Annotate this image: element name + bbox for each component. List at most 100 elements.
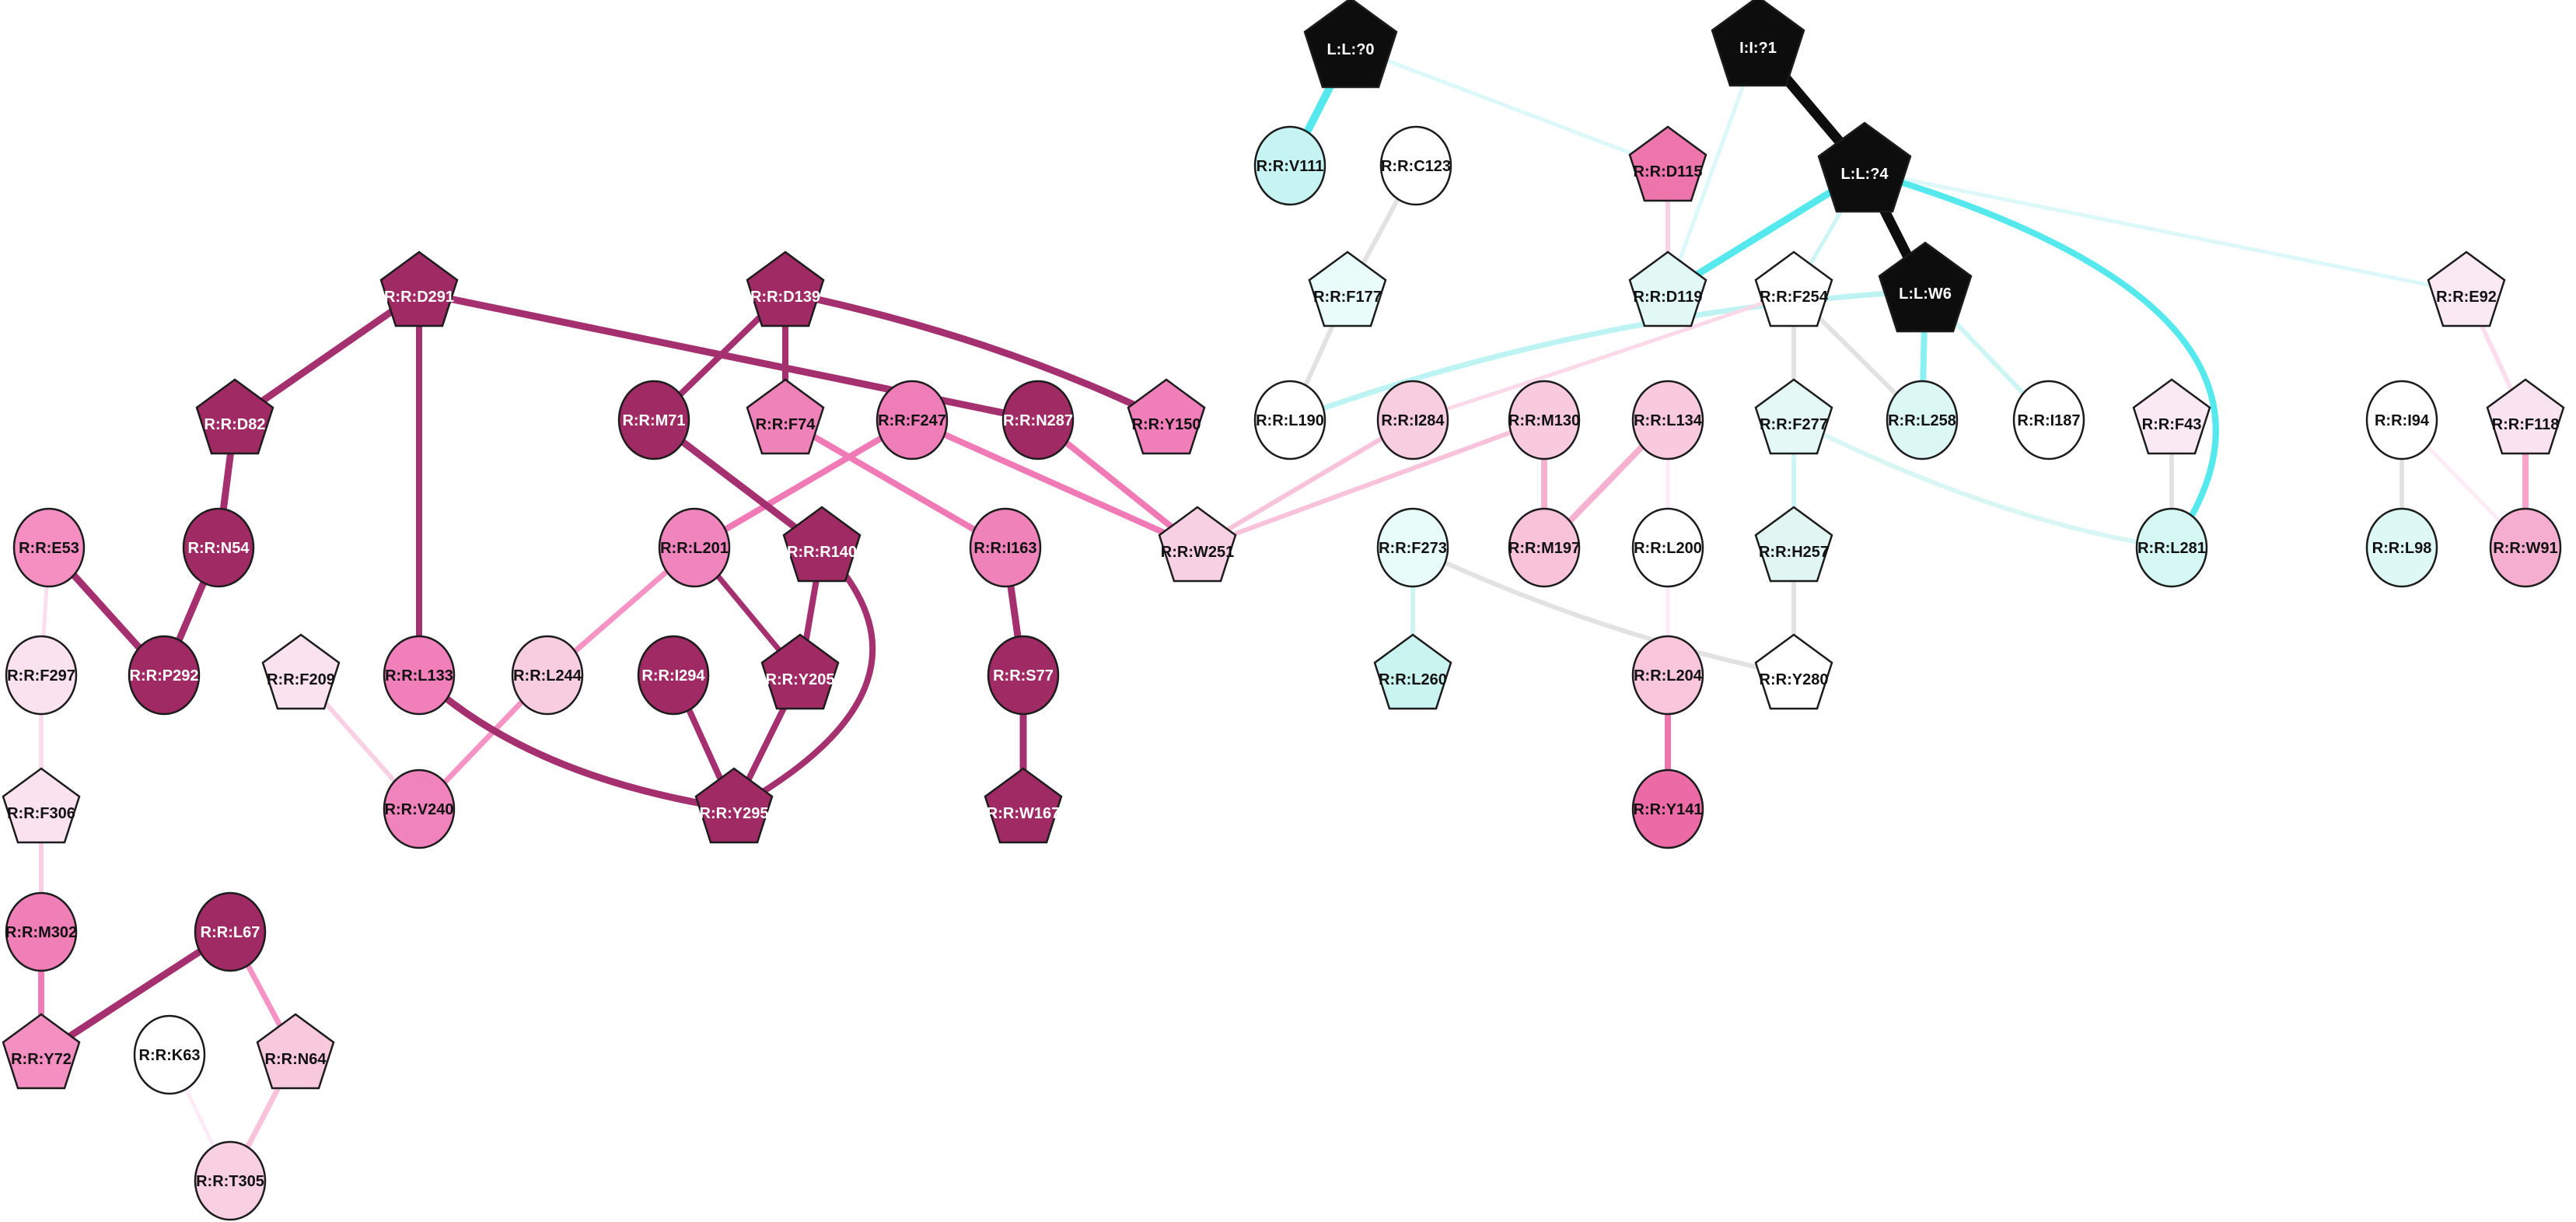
node-R:R:D291[interactable]: R:R:D291 xyxy=(379,250,459,327)
node-R:R:I187[interactable]: R:R:I187 xyxy=(2012,380,2085,460)
node-R:R:L260[interactable]: R:R:L260 xyxy=(1373,633,1452,710)
node-R:R:F306[interactable]: R:R:F306 xyxy=(2,767,81,844)
node-R:R:L281[interactable]: R:R:L281 xyxy=(2135,507,2208,588)
node-R:R:Y141[interactable]: R:R:Y141 xyxy=(1631,769,1704,849)
node-R:R:W167[interactable]: R:R:W167 xyxy=(984,767,1063,844)
pentagon-shape xyxy=(1373,633,1452,710)
node-R:R:F277[interactable]: R:R:F277 xyxy=(1754,378,1833,455)
circle-shape xyxy=(2135,507,2208,588)
edge-R:R:F254--R:R:I284 xyxy=(1410,290,1796,422)
node-R:R:L204[interactable]: R:R:L204 xyxy=(1631,635,1704,716)
node-L:L:W6[interactable]: L:L:W6 xyxy=(1878,241,1973,333)
node-R:R:F254[interactable]: R:R:F254 xyxy=(1754,250,1833,327)
node-R:R:D119[interactable]: R:R:D119 xyxy=(1628,250,1707,327)
circle-shape xyxy=(658,507,731,588)
node-R:R:N287[interactable]: R:R:N287 xyxy=(1001,380,1075,460)
node-R:R:E92[interactable]: R:R:E92 xyxy=(2427,250,2506,327)
pentagon-shape xyxy=(746,250,825,327)
node-R:R:R140[interactable]: R:R:R140 xyxy=(782,506,862,583)
node-R:R:F177[interactable]: R:R:F177 xyxy=(1308,250,1387,327)
node-R:R:M302[interactable]: R:R:M302 xyxy=(5,891,78,972)
node-R:R:L258[interactable]: R:R:L258 xyxy=(1886,380,1959,460)
node-R:R:F247[interactable]: R:R:F247 xyxy=(876,380,949,460)
pentagon-shape xyxy=(256,1013,335,1090)
circle-shape xyxy=(128,635,201,716)
pentagon-shape xyxy=(1308,250,1387,327)
pentagon-shape xyxy=(261,633,341,710)
pentagon-shape xyxy=(2,767,81,844)
edge-R:R:F277--R:R:L281 xyxy=(1791,418,2174,550)
node-R:R:L134[interactable]: R:R:L134 xyxy=(1631,380,1704,460)
node-R:R:L190[interactable]: R:R:L190 xyxy=(1253,380,1326,460)
node-R:R:F273[interactable]: R:R:F273 xyxy=(1376,507,1449,588)
node-R:R:W251[interactable]: R:R:W251 xyxy=(1158,506,1237,583)
node-R:R:N54[interactable]: R:R:N54 xyxy=(182,507,255,588)
node-I:I:?1[interactable]: I:I:?1 xyxy=(1711,0,1805,87)
node-R:R:L67[interactable]: R:R:L67 xyxy=(194,891,267,972)
edge-L:L:?0--R:R:D115 xyxy=(1348,44,1670,170)
node-R:R:Y72[interactable]: R:R:Y72 xyxy=(2,1013,81,1090)
node-R:R:V240[interactable]: R:R:V240 xyxy=(383,769,456,849)
edge-L:L:?4--R:R:L281 xyxy=(1861,168,2219,551)
node-R:R:K63[interactable]: R:R:K63 xyxy=(133,1014,206,1095)
pentagon-shape xyxy=(2132,378,2211,455)
circle-shape xyxy=(133,1014,206,1095)
circle-shape xyxy=(1508,507,1581,588)
edge-R:R:F273--R:R:Y280 xyxy=(1410,545,1796,678)
node-R:R:H257[interactable]: R:R:H257 xyxy=(1754,506,1833,583)
circle-shape xyxy=(1631,635,1704,716)
node-R:R:L244[interactable]: R:R:L244 xyxy=(511,635,584,716)
node-R:R:F118[interactable]: R:R:F118 xyxy=(2486,378,2565,455)
node-R:R:F297[interactable]: R:R:F297 xyxy=(5,635,78,716)
node-R:R:I94[interactable]: R:R:I94 xyxy=(2365,380,2438,460)
edge-R:R:D291--R:R:N287 xyxy=(415,289,1042,424)
circle-shape xyxy=(383,769,456,849)
node-R:R:M71[interactable]: R:R:M71 xyxy=(617,380,690,460)
node-R:R:L201[interactable]: R:R:L201 xyxy=(658,507,731,588)
node-R:R:I284[interactable]: R:R:I284 xyxy=(1376,380,1449,460)
node-R:R:D82[interactable]: R:R:D82 xyxy=(195,378,274,455)
node-R:R:F74[interactable]: R:R:F74 xyxy=(746,378,825,455)
circle-shape xyxy=(1631,380,1704,460)
node-R:R:F209[interactable]: R:R:F209 xyxy=(261,633,341,710)
circle-shape xyxy=(12,507,86,588)
node-R:R:N64[interactable]: R:R:N64 xyxy=(256,1013,335,1090)
node-R:R:C123[interactable]: R:R:C123 xyxy=(1379,125,1452,206)
node-R:R:I294[interactable]: R:R:I294 xyxy=(637,635,710,716)
node-R:R:L133[interactable]: R:R:L133 xyxy=(383,635,456,716)
circle-shape xyxy=(2012,380,2085,460)
node-R:R:L200[interactable]: R:R:L200 xyxy=(1631,507,1704,588)
pentagon-shape xyxy=(1754,250,1833,327)
pentagon-shape xyxy=(746,378,825,455)
pentagon-shape xyxy=(694,767,774,844)
node-R:R:D115[interactable]: R:R:D115 xyxy=(1628,125,1707,202)
node-R:R:Y280[interactable]: R:R:Y280 xyxy=(1754,633,1833,710)
node-R:R:M130[interactable]: R:R:M130 xyxy=(1508,380,1581,460)
node-R:R:P292[interactable]: R:R:P292 xyxy=(128,635,201,716)
circle-shape xyxy=(1379,125,1452,206)
edge-R:R:F74--R:R:I163 xyxy=(782,417,1008,551)
node-R:R:D139[interactable]: R:R:D139 xyxy=(746,250,825,327)
node-R:R:L98[interactable]: R:R:L98 xyxy=(2365,507,2438,588)
pentagon-shape xyxy=(1817,121,1912,213)
node-R:R:E53[interactable]: R:R:E53 xyxy=(12,507,86,588)
node-R:R:F43[interactable]: R:R:F43 xyxy=(2132,378,2211,455)
pentagon-shape xyxy=(984,767,1063,844)
node-R:R:W91[interactable]: R:R:W91 xyxy=(2489,507,2562,588)
node-R:R:Y295[interactable]: R:R:Y295 xyxy=(694,767,774,844)
node-L:L:?0[interactable]: L:L:?0 xyxy=(1303,0,1398,89)
pentagon-shape xyxy=(195,378,274,455)
node-R:R:M197[interactable]: R:R:M197 xyxy=(1508,507,1581,588)
node-R:R:V111[interactable]: R:R:V111 xyxy=(1253,125,1326,206)
circle-shape xyxy=(1631,507,1704,588)
node-R:R:Y150[interactable]: R:R:Y150 xyxy=(1127,378,1206,455)
node-R:R:I163[interactable]: R:R:I163 xyxy=(969,507,1042,588)
edge-R:R:L133--R:R:Y295 xyxy=(415,671,738,813)
node-R:R:S77[interactable]: R:R:S77 xyxy=(987,635,1060,716)
circle-shape xyxy=(617,380,690,460)
node-R:R:T305[interactable]: R:R:T305 xyxy=(194,1140,267,1221)
circle-shape xyxy=(1631,769,1704,849)
